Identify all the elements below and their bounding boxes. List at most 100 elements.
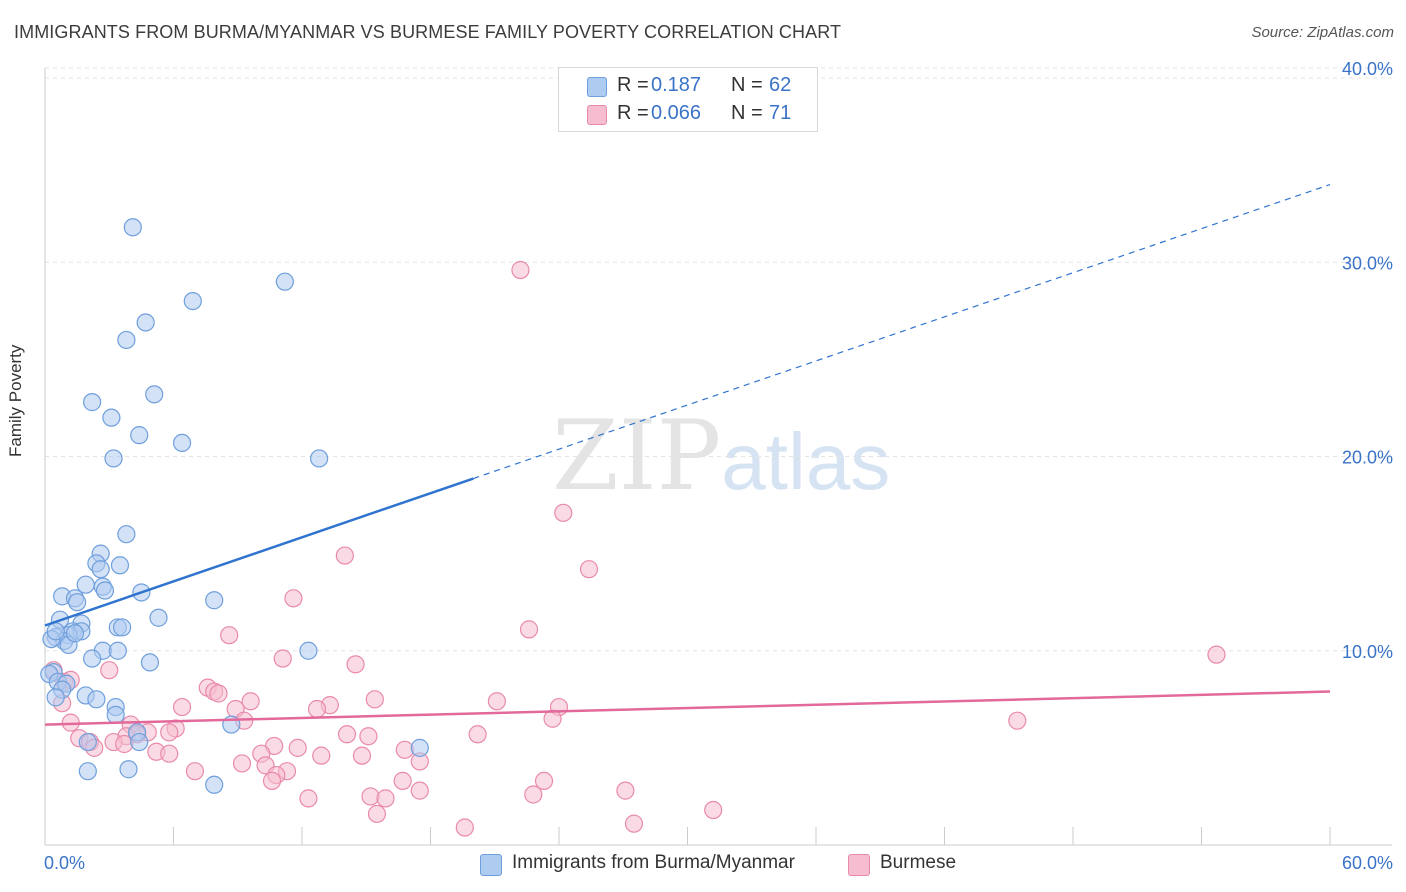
watermark-atlas: atlas: [721, 417, 891, 506]
burma-point: [102, 408, 121, 427]
burma-point: [119, 760, 138, 779]
burmese-point: [543, 709, 562, 728]
burmese-point: [365, 690, 384, 709]
legend-swatch-blue: [587, 77, 607, 97]
burmese-point: [455, 818, 474, 837]
legend-n-value: 62: [769, 74, 792, 96]
burmese-point: [262, 771, 282, 790]
burma-point: [183, 292, 202, 311]
bottom-legend-label: Burmese: [880, 852, 957, 873]
burmese-point: [160, 723, 179, 742]
burmese-point: [624, 814, 644, 833]
burmese-point: [554, 503, 573, 522]
burma-point: [172, 433, 192, 453]
source-label: Source: ZipAtlas.com: [1251, 24, 1394, 41]
burma-point: [95, 581, 115, 600]
legend-r-value: 0.187: [651, 74, 702, 96]
burmese-point: [359, 727, 378, 746]
burmese-point: [220, 626, 239, 645]
burmese-point: [288, 738, 307, 757]
burmese-point: [1008, 711, 1027, 730]
burmese-point: [367, 804, 387, 824]
burma-point: [205, 591, 224, 610]
burma-trend-extension: [473, 183, 1331, 480]
y-axis-label: Family Poverty: [6, 344, 25, 457]
y-tick-label: 10.0%: [1342, 642, 1393, 662]
burma-trend-line: [44, 477, 474, 627]
legend-n-label: N =: [731, 102, 763, 124]
burma-point: [83, 649, 102, 668]
burmese-point: [524, 785, 543, 804]
burma-point: [78, 762, 97, 781]
legend-r-value: 0.066: [651, 102, 702, 124]
burma-point: [205, 775, 224, 794]
x-tick-label: 0.0%: [44, 853, 85, 873]
burmese-point: [337, 725, 357, 744]
burma-point: [46, 622, 65, 641]
burma-point: [83, 393, 102, 412]
burma-point: [65, 624, 85, 643]
burmese-point: [185, 762, 205, 781]
legend-r-label: R =: [617, 74, 649, 96]
burmese-point: [1207, 645, 1226, 664]
burmese-point: [376, 789, 395, 808]
burmese-point: [273, 649, 292, 668]
burma-point: [130, 426, 149, 445]
burmese-point: [209, 684, 228, 703]
burmese-point: [241, 692, 260, 711]
burmese-trend-line: [44, 690, 1331, 726]
burma-point: [46, 688, 65, 707]
burma-point: [410, 738, 429, 757]
burma-point: [310, 449, 329, 468]
burma-point: [78, 732, 97, 752]
bottom-legend-swatch-blue: [480, 854, 502, 876]
legend-row-blue: R = 0.187 N = 62: [559, 72, 817, 100]
burma-point: [149, 608, 168, 627]
burmese-point: [534, 771, 554, 790]
burmese-point: [616, 781, 635, 800]
burma-point: [140, 653, 160, 672]
burma-point: [87, 690, 106, 709]
chart-title: IMMIGRANTS FROM BURMA/MYANMAR VS BURMESE…: [14, 22, 842, 42]
bottom-legend-label: Immigrants from Burma/Myanmar: [512, 852, 795, 873]
burma-point: [68, 593, 87, 612]
legend-r-label: R =: [617, 102, 649, 124]
burmese-point: [335, 546, 354, 565]
burmese-point: [468, 725, 487, 744]
burma-point: [130, 732, 149, 752]
burmese-point: [100, 661, 119, 680]
burmese-point: [346, 655, 365, 674]
y-tick-label: 20.0%: [1342, 448, 1393, 468]
legend-swatch-pink: [587, 105, 607, 125]
legend-n-value: 71: [769, 102, 792, 124]
burmese-point: [284, 589, 303, 608]
burmese-point: [299, 789, 318, 808]
burmese-point: [579, 560, 599, 579]
burmese-point: [312, 746, 331, 765]
watermark: ZIPatlas: [552, 400, 890, 512]
burma-point: [123, 218, 142, 237]
burmese-point: [393, 771, 412, 790]
burmese-point: [519, 620, 539, 639]
burma-point: [108, 641, 127, 660]
bottom-legend-swatch-pink: [848, 854, 870, 876]
burmese-point: [307, 699, 327, 719]
correlation-legend: R = 0.187 N = 62 R = 0.066 N = 71: [558, 67, 818, 132]
burma-point: [91, 560, 110, 579]
burmese-point: [352, 746, 372, 765]
x-tick-label: 60.0%: [1342, 853, 1393, 873]
burma-point: [110, 556, 130, 575]
burma-point: [117, 525, 136, 544]
legend-row-pink: R = 0.066 N = 71: [559, 100, 817, 128]
burma-point: [275, 272, 294, 291]
legend-n-label: N =: [731, 74, 763, 96]
burma-point: [104, 449, 123, 468]
burma-point: [112, 618, 132, 637]
burma-point: [299, 641, 318, 660]
burmese-point: [232, 754, 252, 773]
y-tick-label: 40.0%: [1342, 59, 1393, 79]
burmese-point: [410, 781, 429, 800]
burma-point: [145, 385, 164, 404]
y-tick-label: 30.0%: [1342, 253, 1393, 273]
burmese-point: [487, 692, 506, 711]
